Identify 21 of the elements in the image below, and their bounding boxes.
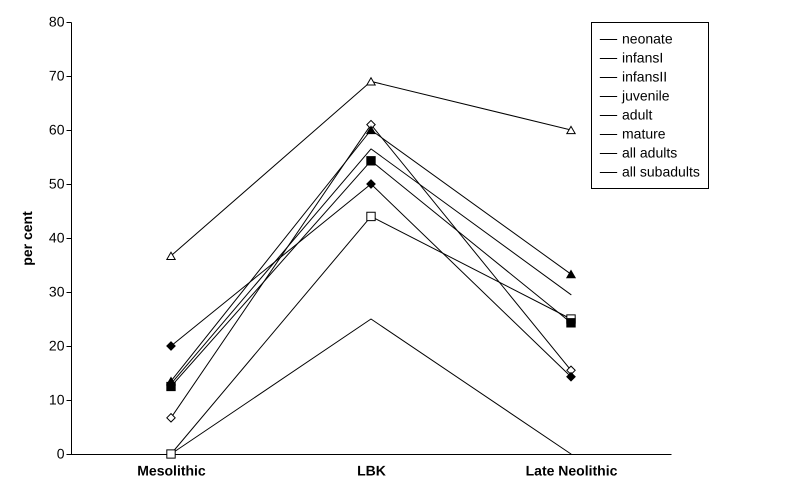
legend-label: mature [622, 126, 666, 142]
legend-label: infansII [622, 68, 668, 84]
legend-label: infansI [622, 50, 664, 66]
x-tick-label: Mesolithic [137, 462, 206, 478]
y-tick-label: 80 [48, 14, 65, 30]
y-tick-label: 0 [56, 446, 65, 462]
legend-label: all adults [622, 144, 678, 160]
y-tick-label: 70 [48, 68, 65, 84]
legend-label: neonate [622, 30, 673, 46]
y-tick-label: 20 [48, 338, 65, 354]
legend-label: adult [622, 106, 652, 122]
y-axis-title: per cent [18, 210, 35, 266]
legend-label: juvenile [621, 88, 670, 104]
y-tick-label: 30 [48, 284, 65, 300]
y-tick-label: 60 [48, 122, 65, 138]
legend-label: all subadults [622, 164, 700, 180]
y-tick-label: 40 [48, 230, 65, 246]
x-tick-label: Late Neolithic [526, 462, 618, 478]
y-tick-label: 50 [48, 176, 65, 192]
y-tick-label: 10 [48, 392, 65, 408]
x-tick-label: LBK [357, 462, 386, 478]
